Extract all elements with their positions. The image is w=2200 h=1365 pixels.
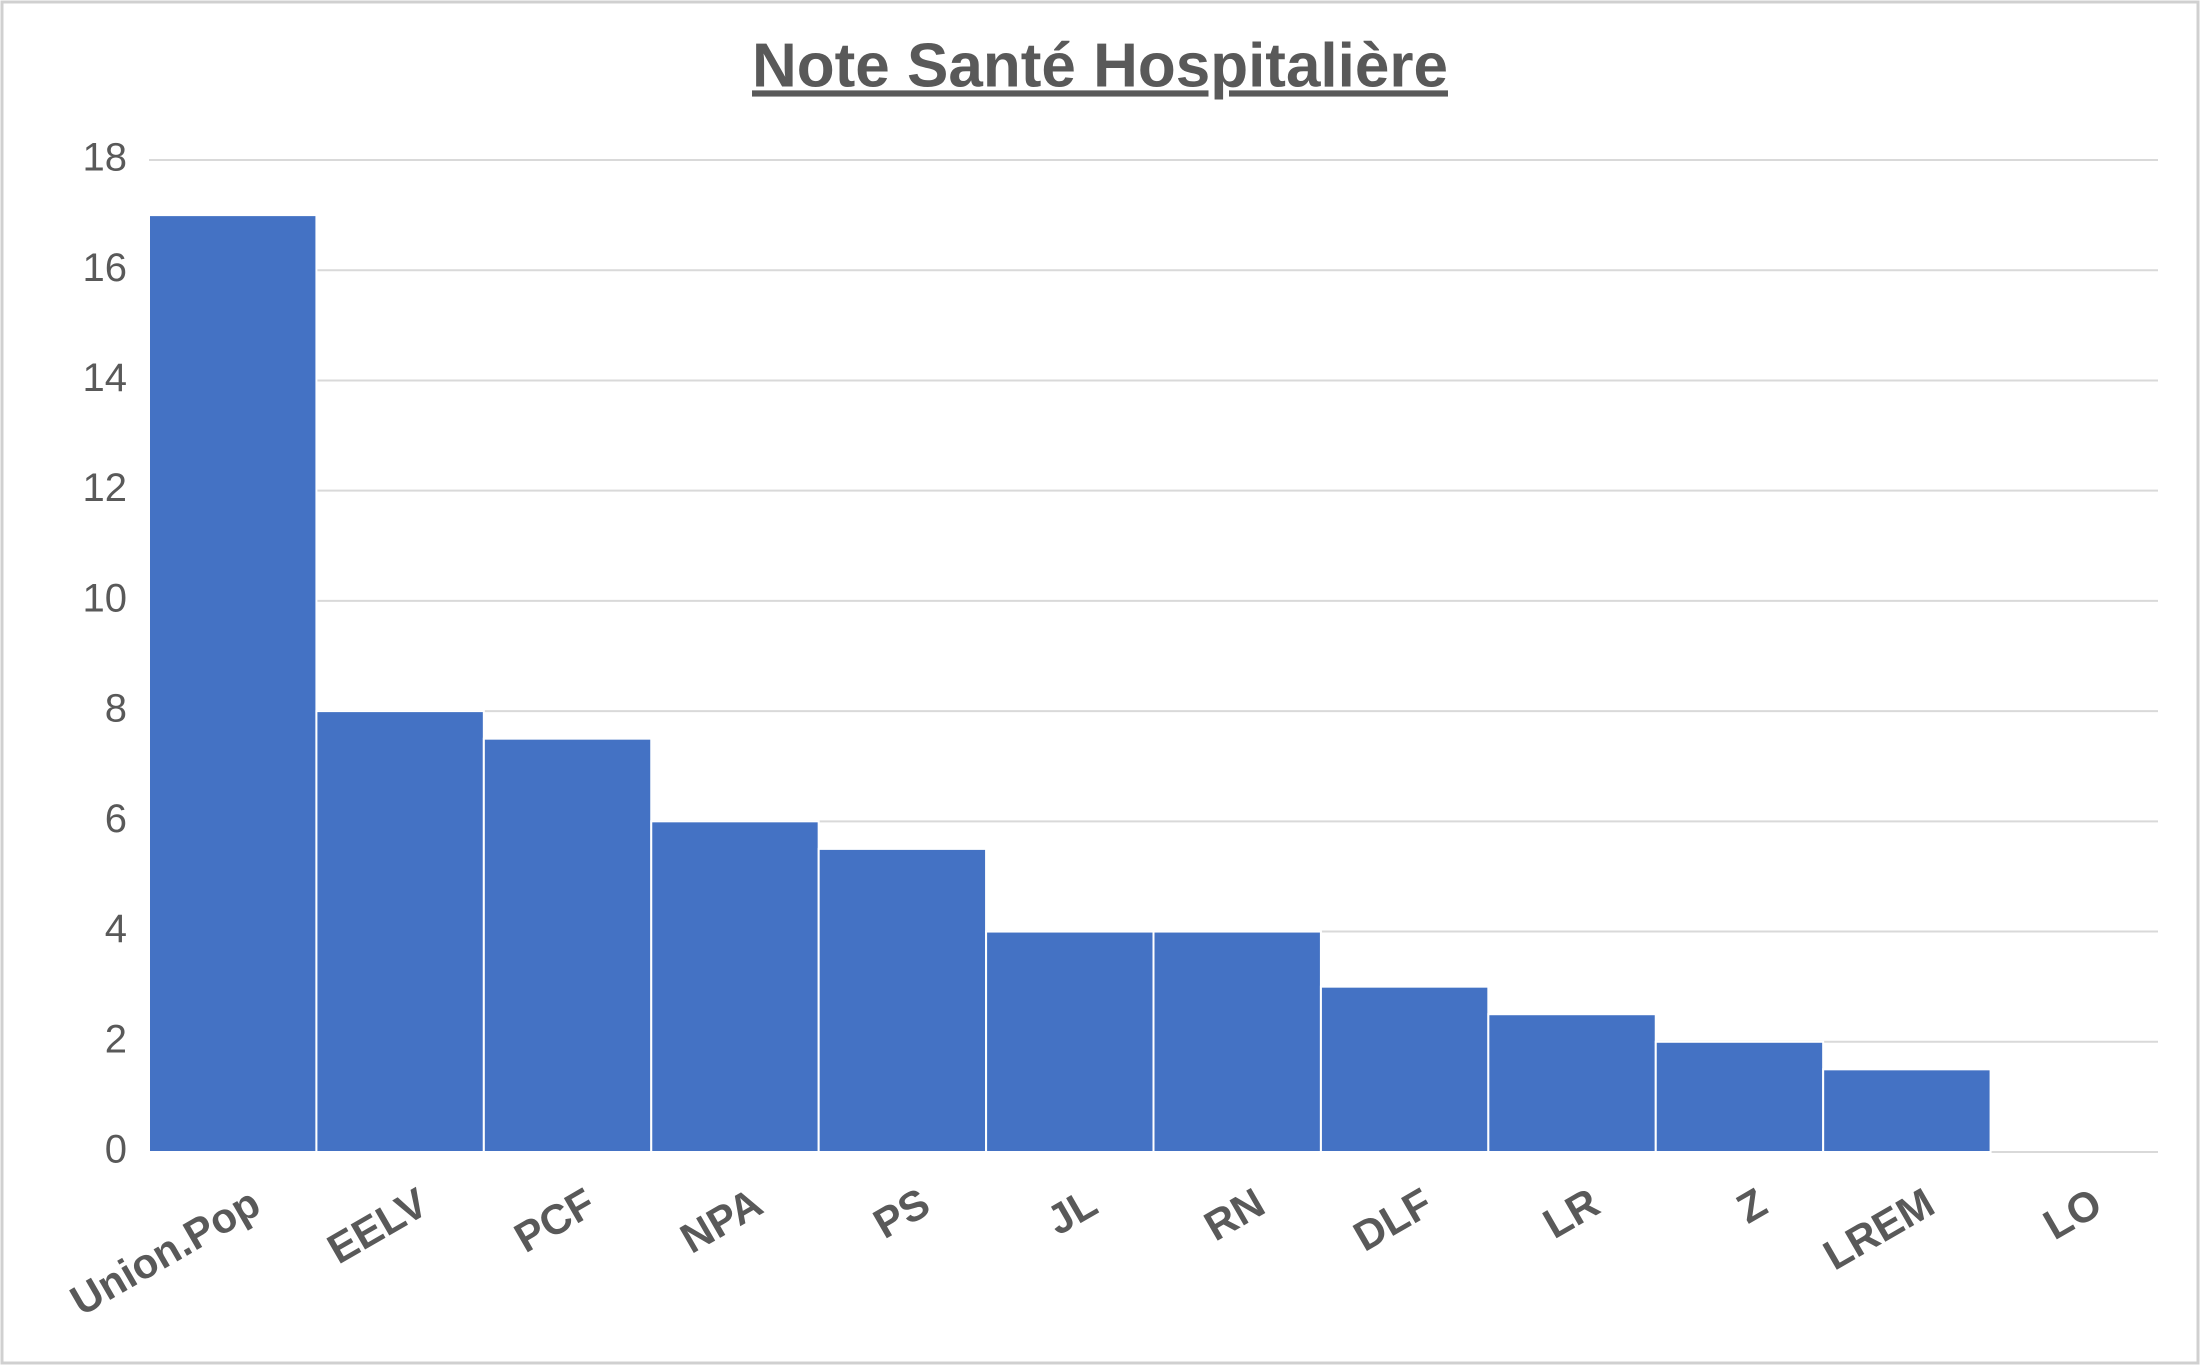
y-tick-label: 4 [105,907,127,951]
bar [817,847,988,1154]
bar [1654,1040,1825,1154]
bar [1822,1068,1992,1154]
y-tick-label: 14 [83,356,128,400]
bar [315,710,485,1153]
y-tick-label: 12 [83,466,128,510]
bar [482,737,653,1154]
bar [985,930,1155,1153]
bar [1487,1013,1657,1153]
y-tick-label: 6 [105,797,127,841]
chart-title: Note Santé Hospitalière [752,31,1448,100]
y-tick-label: 8 [105,687,127,731]
y-tick-label: 18 [83,136,128,180]
bar [1319,985,1490,1154]
bar [1152,930,1322,1153]
y-tick-label: 10 [83,576,128,620]
bar [650,820,820,1153]
y-tick-label: 16 [83,246,128,290]
y-tick-label: 0 [105,1128,127,1172]
y-tick-label: 2 [105,1017,127,1061]
bar [148,214,318,1154]
